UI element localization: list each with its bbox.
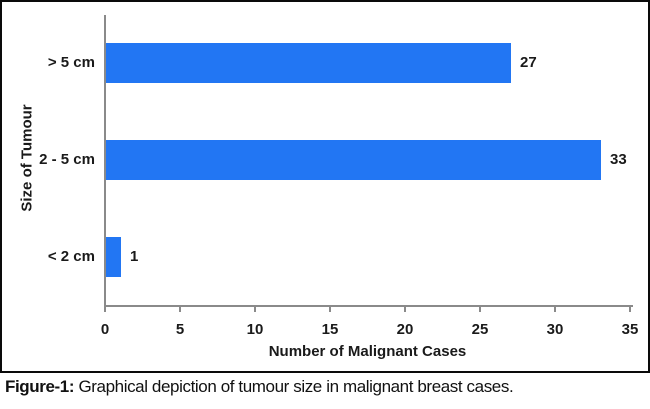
x-tick-mark <box>554 307 556 312</box>
x-tick-label: 15 <box>321 321 339 338</box>
chart-figure: Size of Tumour > 5 cm 2 - 5 cm < 2 cm 27 33… <box>0 0 650 373</box>
x-axis-title: Number of Malignant Cases <box>268 343 467 360</box>
x-tick-mark <box>479 307 481 312</box>
x-tick-mark <box>254 307 256 312</box>
figure-caption-text: Graphical depiction of tumour size in ma… <box>74 377 514 396</box>
x-axis-line <box>104 305 633 307</box>
figure-caption-label: Figure-1: <box>5 377 75 396</box>
bar-chart: Size of Tumour > 5 cm 2 - 5 cm < 2 cm 27 33… <box>2 2 648 371</box>
x-tick-mark <box>404 307 406 312</box>
category-label: < 2 cm <box>47 247 95 265</box>
category-label: > 5 cm <box>47 54 95 72</box>
bar-value-label: 27 <box>520 54 537 72</box>
x-tick-mark <box>329 307 331 312</box>
x-tick-label: 20 <box>396 321 414 338</box>
category-label: 2 - 5 cm <box>39 151 95 168</box>
x-tick-label: 25 <box>471 321 489 338</box>
bar-value-label: 33 <box>610 151 627 168</box>
x-tick-label: 10 <box>246 321 264 338</box>
x-tick-label: 0 <box>100 321 110 338</box>
bar <box>106 236 121 277</box>
y-axis-line <box>104 15 106 305</box>
bar <box>106 140 601 180</box>
bar-value-label: 1 <box>130 247 139 265</box>
x-tick-mark <box>104 307 106 312</box>
x-tick-label: 5 <box>175 321 185 338</box>
x-tick-mark <box>629 307 631 312</box>
figure-caption: Figure-1: Graphical depiction of tumour … <box>5 377 645 397</box>
x-tick-label: 30 <box>546 321 564 338</box>
x-tick-mark <box>179 307 181 312</box>
x-tick-label: 35 <box>621 321 639 338</box>
bar <box>106 43 511 84</box>
